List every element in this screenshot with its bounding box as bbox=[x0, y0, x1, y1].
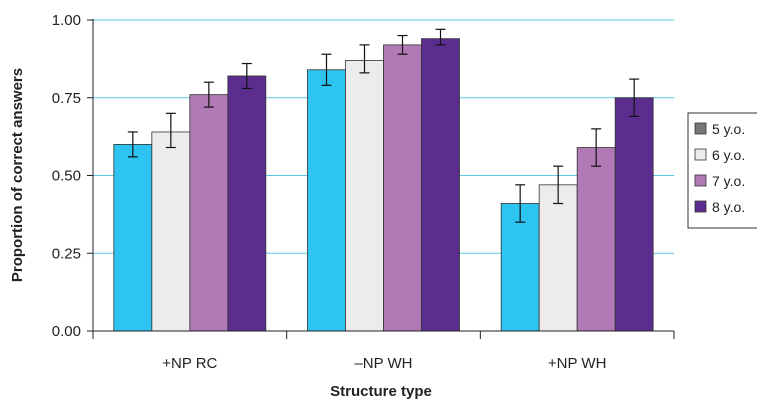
bars bbox=[113, 38, 654, 332]
legend-swatch bbox=[694, 122, 707, 135]
bar bbox=[421, 38, 460, 332]
legend-label: 5 y.o. bbox=[712, 121, 745, 137]
y-axis-title: Proportion of correct answers bbox=[9, 68, 26, 282]
legend: 5 y.o. 6 y.o. 7 y.o. 8 y.o. bbox=[687, 112, 757, 229]
legend-label: 6 y.o. bbox=[712, 147, 745, 163]
x-axis-title: Structure type bbox=[330, 383, 432, 400]
bar bbox=[345, 60, 384, 332]
legend-label: 8 y.o. bbox=[712, 199, 745, 215]
bar bbox=[614, 97, 654, 332]
axes bbox=[87, 19, 675, 339]
y-tick-label: 0.00 bbox=[52, 323, 81, 340]
y-tick-labels: 0.00 0.25 0.50 0.75 1.00 bbox=[52, 12, 81, 340]
bar bbox=[189, 94, 229, 332]
legend-swatch bbox=[694, 148, 707, 161]
x-tick-label: –NP WH bbox=[354, 355, 412, 372]
bar bbox=[576, 147, 616, 332]
x-tick-label: +NP WH bbox=[548, 355, 606, 372]
legend-swatch bbox=[694, 174, 707, 187]
x-tick-label: +NP RC bbox=[162, 355, 217, 372]
bar bbox=[538, 184, 578, 332]
legend-label: 7 y.o. bbox=[712, 173, 745, 189]
error-bars bbox=[127, 28, 640, 223]
bar bbox=[113, 143, 153, 332]
y-tick-label: 0.50 bbox=[52, 168, 81, 185]
bar bbox=[307, 69, 346, 332]
legend-swatch bbox=[694, 200, 707, 213]
y-tick-label: 1.00 bbox=[52, 12, 81, 29]
bar bbox=[227, 75, 267, 332]
y-tick-label: 0.25 bbox=[52, 245, 81, 262]
x-tick-labels: +NP RC –NP WH +NP WH bbox=[162, 355, 606, 372]
bar bbox=[151, 131, 191, 332]
y-tick-label: 0.75 bbox=[52, 90, 81, 107]
bar bbox=[383, 44, 422, 332]
bar bbox=[500, 203, 540, 332]
